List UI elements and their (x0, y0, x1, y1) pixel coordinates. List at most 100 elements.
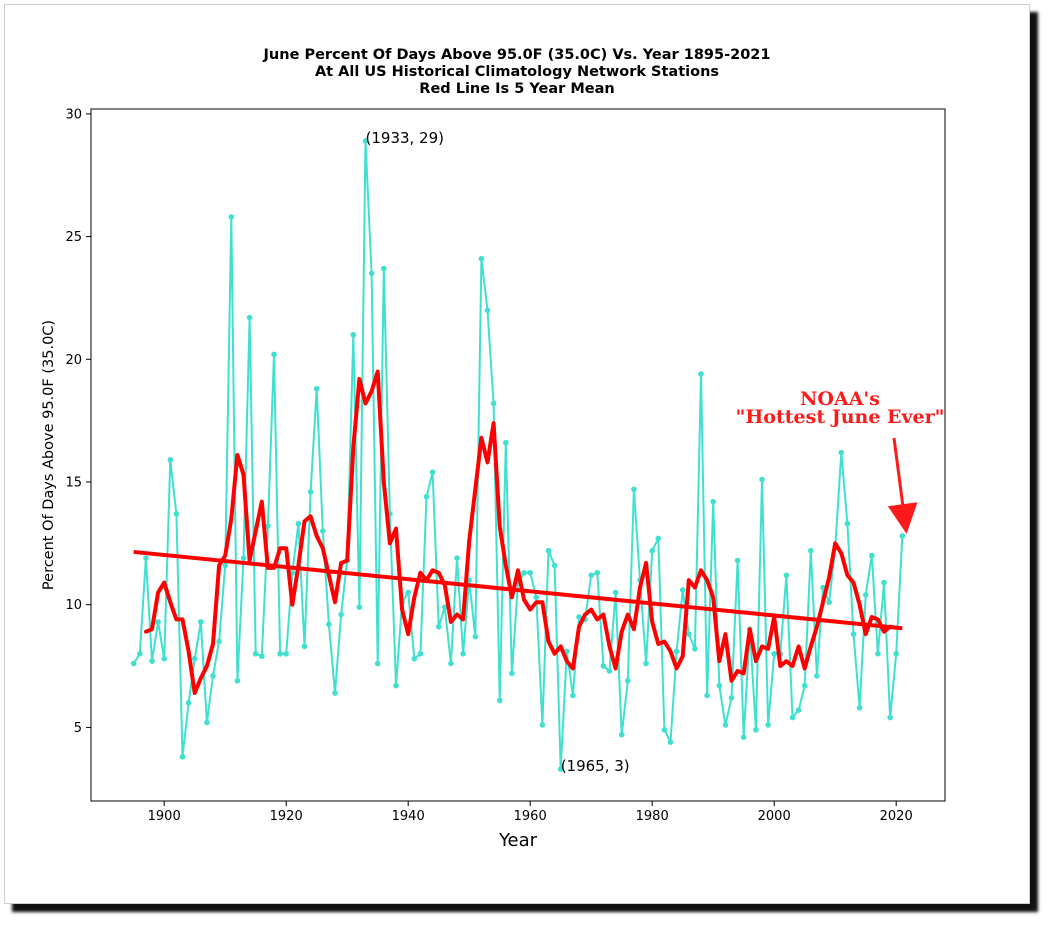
y-tick-label: 5 (74, 721, 82, 736)
data-point (204, 719, 210, 726)
data-point (594, 569, 601, 576)
data-point (503, 439, 509, 446)
data-point (856, 704, 863, 711)
data-point (454, 555, 460, 561)
data-point (606, 668, 613, 674)
y-tick-label: 15 (65, 475, 82, 490)
y-tick-label: 30 (65, 107, 82, 122)
x-tick-label: 1900 (148, 809, 181, 824)
data-point (137, 650, 143, 657)
data-point (435, 623, 442, 630)
data-point (338, 611, 344, 618)
data-point (771, 650, 777, 657)
data-point (350, 331, 357, 338)
data-point (442, 604, 448, 610)
x-tick-label: 1960 (514, 809, 547, 824)
data-point (588, 572, 594, 579)
chart-frame (4, 4, 1030, 904)
data-point (862, 592, 869, 598)
data-point (167, 457, 174, 463)
data-point (484, 307, 491, 314)
data-point (393, 682, 399, 689)
data-point (826, 599, 832, 606)
data-point (844, 520, 851, 527)
x-tick-label: 1920 (270, 809, 303, 824)
data-point (661, 727, 668, 733)
data-point (472, 633, 479, 640)
data-point (728, 695, 735, 701)
trend-line (133, 549, 903, 631)
data-point (259, 653, 265, 660)
data-point (801, 682, 808, 689)
data-point (576, 614, 582, 620)
data-point (679, 587, 686, 593)
data-series (130, 138, 906, 772)
data-point (612, 589, 619, 596)
data-point (423, 493, 430, 500)
data-point (814, 673, 820, 679)
x-tick-label: 1980 (636, 809, 669, 824)
x-tick-label: 2000 (758, 809, 791, 824)
data-point (881, 579, 887, 586)
y-tick-label: 20 (65, 353, 82, 368)
five-year-mean-line (143, 369, 893, 696)
data-point (740, 734, 747, 740)
x-tick-label: 2020 (880, 809, 913, 824)
annotation-min: (1965, 3) (561, 757, 630, 775)
daily-percent-line (132, 139, 904, 771)
data-point (210, 673, 216, 679)
chart-title-line-3: Red Line Is 5 Year Mean (419, 81, 614, 97)
y-tick-label: 25 (65, 230, 82, 245)
data-point (765, 722, 771, 728)
data-point (625, 677, 631, 684)
data-point (551, 562, 558, 569)
data-point (295, 520, 302, 527)
data-point (381, 265, 387, 272)
data-point (783, 572, 790, 579)
data-point (673, 648, 680, 655)
data-point (686, 631, 692, 637)
noaa-callout-line-1: NOAA's (800, 388, 880, 410)
chart-title-line-2: At All US Historical Climatology Network… (315, 64, 719, 80)
data-point (362, 138, 369, 144)
data-point (692, 646, 698, 652)
data-point (155, 619, 161, 625)
data-point (173, 511, 180, 517)
data-point (759, 476, 765, 483)
data-point (234, 677, 241, 684)
data-point (704, 692, 710, 699)
data-point (557, 766, 564, 772)
data-point (722, 722, 729, 728)
data-point (307, 489, 314, 495)
data-point (643, 660, 649, 667)
data-point (698, 371, 704, 377)
noaa-callout-line-2: "Hottest June Ever" (735, 406, 944, 428)
data-point (533, 594, 540, 601)
data-point (893, 650, 899, 657)
data-point (490, 400, 497, 407)
data-point (545, 547, 552, 554)
data-point (277, 650, 283, 657)
data-point (161, 655, 167, 662)
data-point (838, 449, 845, 456)
data-point (185, 700, 192, 706)
data-point (448, 660, 454, 667)
data-point (734, 557, 741, 564)
data-point (649, 547, 655, 554)
data-point (149, 658, 155, 664)
data-point (252, 650, 259, 657)
data-point (539, 722, 546, 728)
data-point (460, 650, 466, 657)
annotation-max: (1933, 29) (366, 129, 445, 147)
data-point (618, 731, 625, 738)
data-point (869, 552, 875, 559)
data-point (198, 619, 204, 625)
data-point (356, 604, 363, 610)
data-point (899, 533, 906, 539)
data-point (509, 670, 515, 677)
data-point (405, 589, 412, 596)
data-point (228, 214, 235, 220)
data-point (850, 631, 857, 637)
data-point (496, 697, 503, 704)
